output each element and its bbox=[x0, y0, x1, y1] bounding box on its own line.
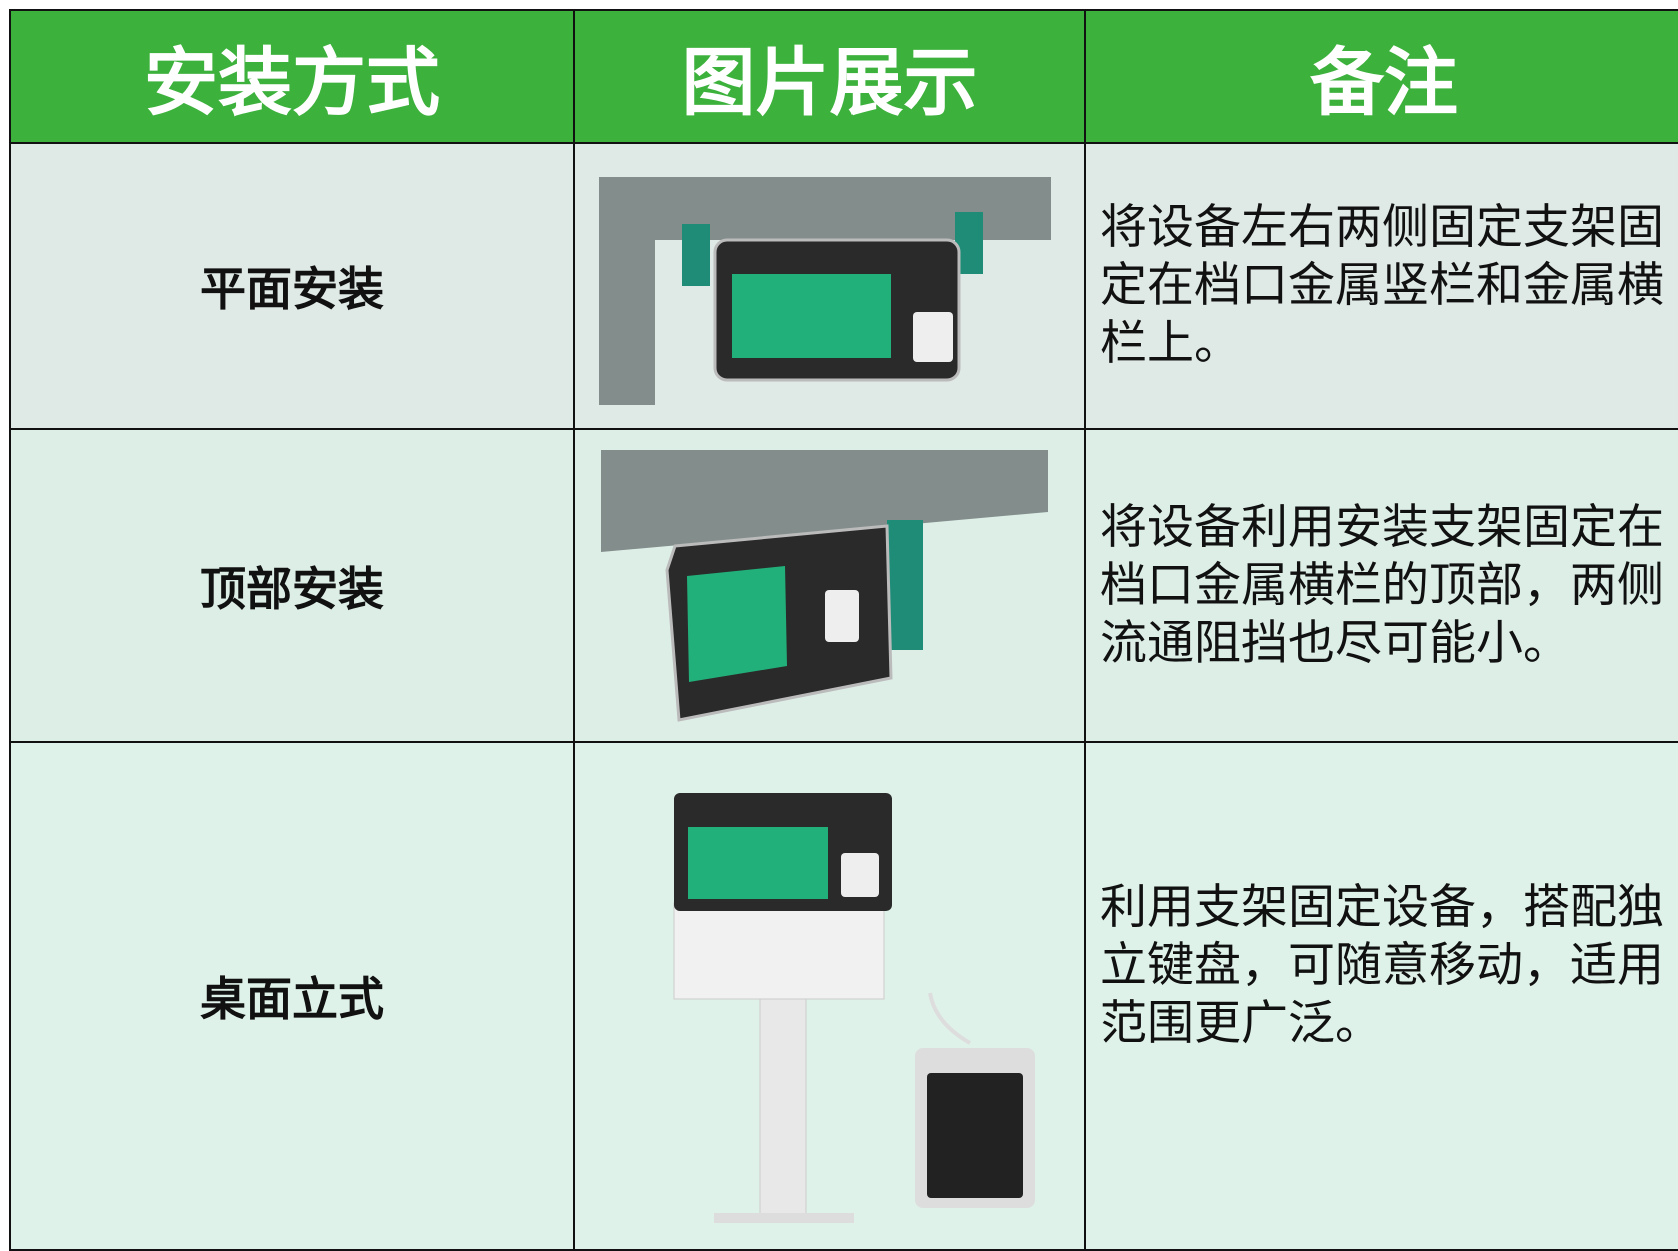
desktop-stand-illustration bbox=[673, 793, 1035, 1223]
note-cell: 利用支架固定设备，搭配独立键盘，可随意移动，适用范围更广泛。 bbox=[1084, 741, 1678, 1251]
header-cell: 图片展示 bbox=[573, 9, 1086, 144]
method-cell: 桌面立式 bbox=[9, 741, 575, 1251]
image-cell bbox=[573, 428, 1086, 743]
header-cell: 备注 bbox=[1084, 9, 1678, 144]
image-cell bbox=[573, 142, 1086, 430]
note-text: 将设备利用安装支架固定在档口金属横栏的顶部，两侧流通阻挡也尽可能小。 bbox=[1100, 499, 1664, 671]
flat-mount-illustration bbox=[599, 177, 1051, 405]
header-cell: 安装方式 bbox=[9, 9, 575, 144]
note-text: 利用支架固定设备，搭配独立键盘，可随意移动，适用范围更广泛。 bbox=[1100, 880, 1664, 1051]
method-cell: 平面安装 bbox=[9, 142, 575, 430]
top-mount-illustration bbox=[601, 450, 1048, 722]
method-cell: 顶部安装 bbox=[9, 428, 575, 743]
image-cell bbox=[573, 741, 1086, 1251]
note-cell: 将设备左右两侧固定支架固定在档口金属竖栏和金属横栏上。 bbox=[1084, 142, 1678, 430]
note-cell: 将设备利用安装支架固定在档口金属横栏的顶部，两侧流通阻挡也尽可能小。 bbox=[1084, 428, 1678, 743]
note-text: 将设备左右两侧固定支架固定在档口金属竖栏和金属横栏上。 bbox=[1100, 200, 1664, 371]
